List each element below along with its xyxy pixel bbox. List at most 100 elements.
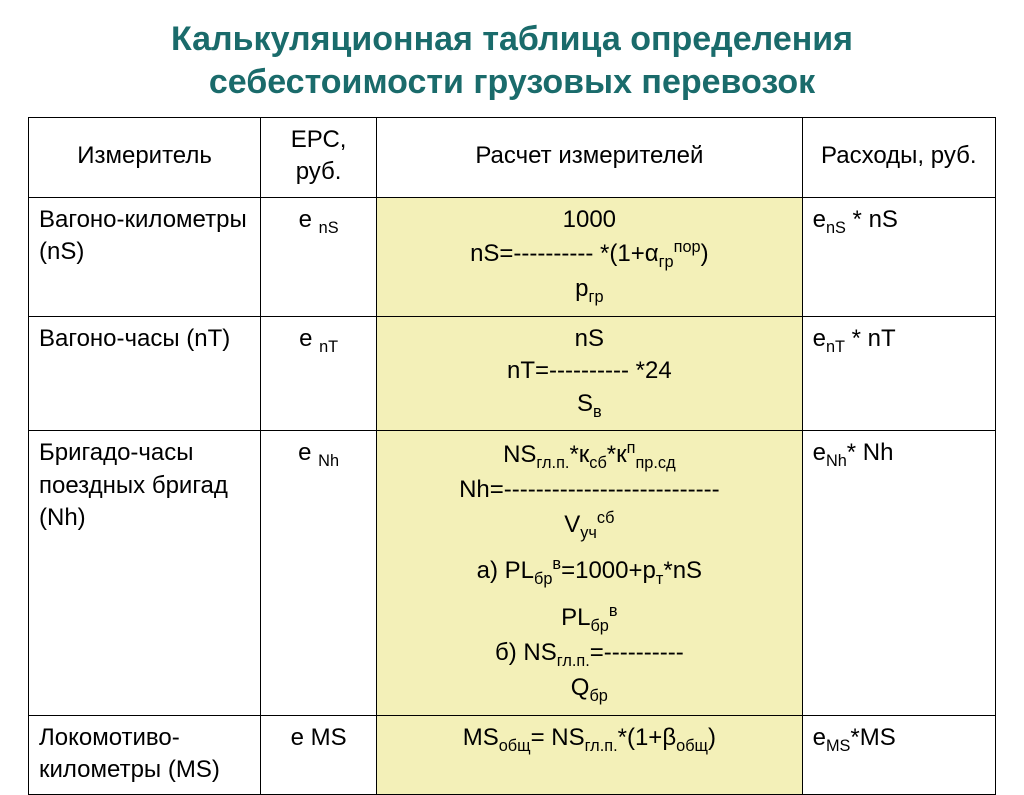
calc-denominator: Sв [387, 388, 791, 423]
calc-line: а) PLбрв=1000+pт*nS [387, 553, 791, 590]
t: *к [569, 441, 589, 468]
alpha: α [645, 240, 659, 267]
spacer [387, 590, 791, 600]
t: e [813, 206, 826, 233]
t: e [813, 724, 826, 751]
title-line-1: Калькуляционная таблица определения [171, 20, 853, 58]
cell-eps: e nS [261, 197, 377, 316]
cell-measure: Вагоно-часы (nT) [29, 316, 261, 431]
calc-line: NSгл.п.*ксб*кппр.сд [387, 437, 791, 474]
table-row: Бригадо-часы поездных бригад (Nh) e Nh N… [29, 431, 996, 715]
cell-calc: 1000 nS=---------- *(1+αгрпор) pгр [377, 197, 802, 316]
calc-numerator: 1000 [387, 204, 791, 236]
eps-text: e [299, 206, 319, 233]
cell-measure: Бригадо-часы поездных бригад (Nh) [29, 431, 261, 715]
cell-expense: enT * nT [802, 316, 995, 431]
t: сб [589, 454, 607, 472]
t: *к [607, 441, 627, 468]
cell-expense: eMS*MS [802, 715, 995, 795]
calc-line: Vучсб [387, 507, 791, 544]
eps-sub: nS [319, 219, 339, 237]
table-header-row: Измеритель ЕРС, руб. Расчет измерителей … [29, 118, 996, 198]
t: nS [826, 219, 846, 237]
cell-calc: NSгл.п.*ксб*кппр.сд Nh=-----------------… [377, 431, 802, 715]
table-row: Вагоно-часы (nT) e nT nS nT=---------- *… [29, 316, 996, 431]
t: а) PL [477, 557, 534, 584]
t: общ [499, 736, 531, 754]
t: б) NS [495, 639, 557, 666]
calc-line: б) NSгл.п.=---------- [387, 637, 791, 672]
calc-line: Qбр [387, 672, 791, 707]
t: * nS [846, 206, 898, 233]
t: гл.п. [557, 652, 590, 670]
calc-mid: nS=---------- *(1+αгрпор) [387, 236, 791, 273]
t: MS [463, 724, 499, 751]
col-expense: Расходы, руб. [802, 118, 995, 198]
cell-measure: Вагоно-километры (nS) [29, 197, 261, 316]
t: S [577, 390, 593, 417]
t: сб [597, 509, 615, 527]
t: Q [571, 674, 590, 701]
t: =1000+p [561, 557, 656, 584]
t: в [593, 402, 602, 420]
t: *(1+ [618, 724, 663, 751]
t: V [564, 511, 580, 538]
calc-line: PLбрв [387, 600, 791, 637]
t: e [298, 439, 318, 466]
t: NS [503, 441, 536, 468]
table-row: Вагоно-километры (nS) e nS 1000 nS=-----… [29, 197, 996, 316]
calc-line: Nh=--------------------------- [387, 474, 791, 506]
t: e [813, 325, 826, 352]
t: nT [826, 338, 845, 356]
t: ) [701, 240, 709, 267]
col-calc: Расчет измерителей [377, 118, 802, 198]
table-row: Локомотиво-километры (MS) e MS MSобщ= NS… [29, 715, 996, 795]
t: общ [676, 736, 708, 754]
t: бр [590, 617, 608, 635]
slide: Калькуляционная таблица определения себе… [0, 0, 1024, 768]
t: Nh [826, 452, 847, 470]
cell-calc: MSобщ= NSгл.п.*(1+βобщ) [377, 715, 802, 795]
t: пор [674, 238, 701, 256]
calc-numerator: nS [387, 323, 791, 355]
t: e [813, 439, 826, 466]
t: пр.сд [635, 454, 675, 472]
t: в [552, 555, 561, 573]
t: * Nh [847, 439, 894, 466]
t: MS [826, 736, 850, 754]
cell-expense: enS * nS [802, 197, 995, 316]
t: ) [708, 724, 716, 751]
cost-table: Измеритель ЕРС, руб. Расчет измерителей … [28, 117, 996, 795]
spacer [387, 543, 791, 553]
t: в [609, 602, 618, 620]
title-line-2: себестоимости грузовых перевозок [209, 63, 815, 101]
cell-eps: e nT [261, 316, 377, 431]
t: гл.п. [536, 454, 569, 472]
t: *nS [663, 557, 702, 584]
page-title: Калькуляционная таблица определения себе… [28, 18, 996, 103]
t: =---------- [590, 639, 684, 666]
t: гр [659, 253, 674, 271]
beta: β [662, 724, 676, 751]
t: бр [534, 570, 552, 588]
t: бр [589, 687, 607, 705]
cell-calc: nS nT=---------- *24 Sв [377, 316, 802, 431]
cell-expense: eNh* Nh [802, 431, 995, 715]
t: p [575, 275, 588, 302]
t: * nT [845, 325, 896, 352]
cell-eps: e MS [261, 715, 377, 795]
t: = NS [531, 724, 585, 751]
t: nT [319, 338, 338, 356]
col-measure: Измеритель [29, 118, 261, 198]
t: гр [589, 288, 604, 306]
t: e [299, 325, 319, 352]
calc-mid: nT=---------- *24 [387, 355, 791, 387]
calc-denominator: pгр [387, 273, 791, 308]
t: *MS [850, 724, 895, 751]
t: PL [561, 604, 590, 631]
t: nS=---------- *(1+ [470, 240, 645, 267]
col-eps: ЕРС, руб. [261, 118, 377, 198]
t: гл.п. [585, 736, 618, 754]
cell-measure: Локомотиво-километры (MS) [29, 715, 261, 795]
t: уч [580, 523, 597, 541]
